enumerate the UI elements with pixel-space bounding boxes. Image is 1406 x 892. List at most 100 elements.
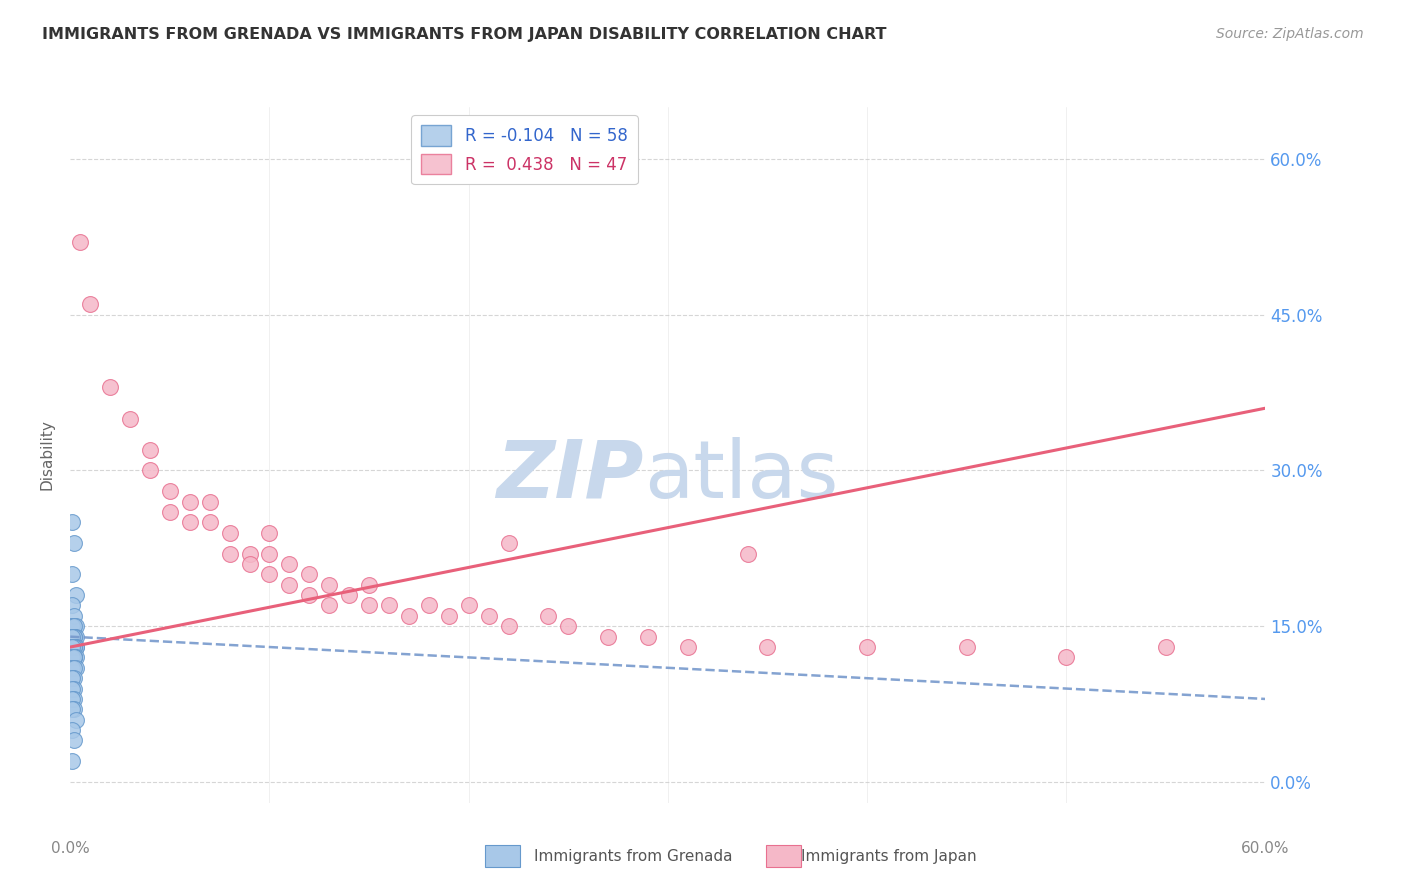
Point — [239, 547, 262, 561]
Point — [60, 640, 83, 654]
Point — [359, 578, 381, 592]
Point — [63, 681, 86, 696]
Point — [478, 608, 501, 623]
Point — [63, 640, 86, 654]
Point — [63, 650, 86, 665]
Point — [537, 608, 560, 623]
Point — [259, 525, 281, 540]
Point — [60, 630, 83, 644]
Point — [60, 650, 83, 665]
Point — [457, 599, 479, 613]
Point — [359, 599, 381, 613]
Point — [278, 557, 301, 571]
Point — [60, 640, 83, 654]
Point — [60, 640, 83, 654]
Bar — [766, 845, 801, 867]
Bar — [485, 845, 520, 867]
Point — [60, 692, 83, 706]
Point — [63, 619, 86, 633]
Point — [63, 702, 86, 716]
Text: 60.0%: 60.0% — [1241, 841, 1289, 856]
Point — [756, 640, 779, 654]
Point — [179, 494, 201, 508]
Point — [60, 661, 83, 675]
Point — [298, 567, 321, 582]
Point — [1054, 650, 1077, 665]
Text: 0.0%: 0.0% — [51, 841, 90, 856]
Text: ZIP: ZIP — [496, 437, 644, 515]
Point — [198, 494, 221, 508]
Point — [60, 650, 83, 665]
Point — [63, 630, 86, 644]
Point — [63, 661, 86, 675]
Text: atlas: atlas — [644, 437, 838, 515]
Point — [337, 588, 360, 602]
Point — [676, 640, 699, 654]
Point — [179, 516, 201, 530]
Point — [120, 411, 141, 425]
Point — [60, 640, 83, 654]
Point — [259, 567, 281, 582]
Point — [63, 650, 86, 665]
Point — [65, 713, 87, 727]
Text: Immigrants from Grenada: Immigrants from Grenada — [534, 849, 733, 863]
Point — [498, 619, 520, 633]
Text: IMMIGRANTS FROM GRENADA VS IMMIGRANTS FROM JAPAN DISABILITY CORRELATION CHART: IMMIGRANTS FROM GRENADA VS IMMIGRANTS FR… — [42, 27, 887, 42]
Point — [69, 235, 91, 249]
Point — [65, 640, 87, 654]
Point — [63, 608, 86, 623]
Point — [63, 671, 86, 685]
Point — [65, 588, 87, 602]
Legend: R = -0.104   N = 58, R =  0.438   N = 47: R = -0.104 N = 58, R = 0.438 N = 47 — [412, 115, 637, 185]
Point — [65, 630, 87, 644]
Point — [60, 630, 83, 644]
Point — [60, 650, 83, 665]
Point — [498, 536, 520, 550]
Point — [60, 567, 83, 582]
Point — [418, 599, 440, 613]
Point — [63, 536, 86, 550]
Point — [60, 650, 83, 665]
Point — [378, 599, 401, 613]
Point — [63, 640, 86, 654]
Point — [159, 505, 181, 519]
Point — [239, 557, 262, 571]
Point — [65, 640, 87, 654]
Point — [60, 671, 83, 685]
Point — [63, 733, 86, 747]
Point — [60, 599, 83, 613]
Text: Source: ZipAtlas.com: Source: ZipAtlas.com — [1216, 27, 1364, 41]
Point — [60, 671, 83, 685]
Point — [60, 702, 83, 716]
Point — [60, 661, 83, 675]
Point — [60, 681, 83, 696]
Point — [60, 630, 83, 644]
Point — [60, 516, 83, 530]
Point — [98, 380, 121, 394]
Point — [60, 754, 83, 768]
Point — [65, 619, 87, 633]
Point — [65, 650, 87, 665]
Point — [63, 619, 86, 633]
Point — [259, 547, 281, 561]
Point — [856, 640, 879, 654]
Point — [63, 640, 86, 654]
Point — [159, 484, 181, 499]
Point — [298, 588, 321, 602]
Point — [437, 608, 460, 623]
Point — [63, 630, 86, 644]
Point — [278, 578, 301, 592]
Point — [218, 525, 240, 540]
Point — [60, 640, 83, 654]
Point — [637, 630, 659, 644]
Point — [63, 692, 86, 706]
Point — [60, 630, 83, 644]
Point — [218, 547, 240, 561]
Point — [63, 640, 86, 654]
Y-axis label: Disability: Disability — [39, 419, 55, 491]
Point — [198, 516, 221, 530]
Point — [60, 619, 83, 633]
Point — [318, 578, 340, 592]
Point — [60, 640, 83, 654]
Point — [557, 619, 579, 633]
